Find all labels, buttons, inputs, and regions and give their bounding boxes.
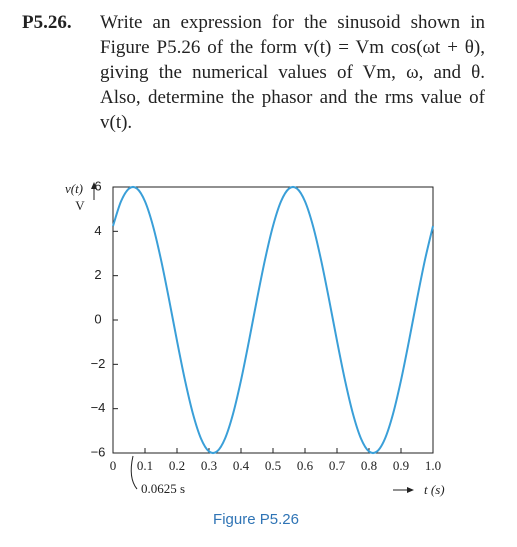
x-tick-label: 0.6 (297, 458, 314, 473)
x-label: t (s) (424, 482, 445, 497)
x-tick-label: 0.8 (361, 458, 377, 473)
x-tick-label: 0.4 (233, 458, 250, 473)
problem-number: P5.26. (22, 12, 72, 33)
y-arrowhead (91, 182, 97, 189)
y-tick-label: 2 (94, 267, 101, 282)
sinusoid (112, 185, 434, 455)
x-arrowhead (407, 487, 414, 493)
y-tick-label: 4 (94, 223, 101, 238)
x-tick-label: 0.3 (201, 458, 217, 473)
x-tick-label: 0.1 (137, 458, 153, 473)
y-tick-label: −2 (91, 356, 106, 371)
x-tick-label: 0.5 (265, 458, 281, 473)
annotation-pointer (130, 455, 138, 490)
y-label: v(t) (65, 181, 83, 196)
annotation: 0.0625 s (141, 481, 185, 496)
x-tick-label: 0.9 (393, 458, 409, 473)
caption: Figure P5.26 (213, 511, 299, 528)
x-tick-label: 1.0 (425, 458, 441, 473)
y-tick-label: −6 (91, 444, 106, 459)
x-tick-label: 0.7 (329, 458, 346, 473)
x-tick-label: 0.2 (169, 458, 185, 473)
problem-text: Write an expression for the sinusoid sho… (100, 12, 485, 133)
y-tick-label: 0 (94, 311, 101, 326)
y-tick-label: 6 (94, 178, 101, 193)
y-tick-label: −4 (91, 400, 106, 415)
problem: P5.26. Write an expression for the sinus… (22, 10, 485, 135)
x-tick-label: 0 (110, 458, 117, 473)
y-unit: V (75, 198, 85, 213)
